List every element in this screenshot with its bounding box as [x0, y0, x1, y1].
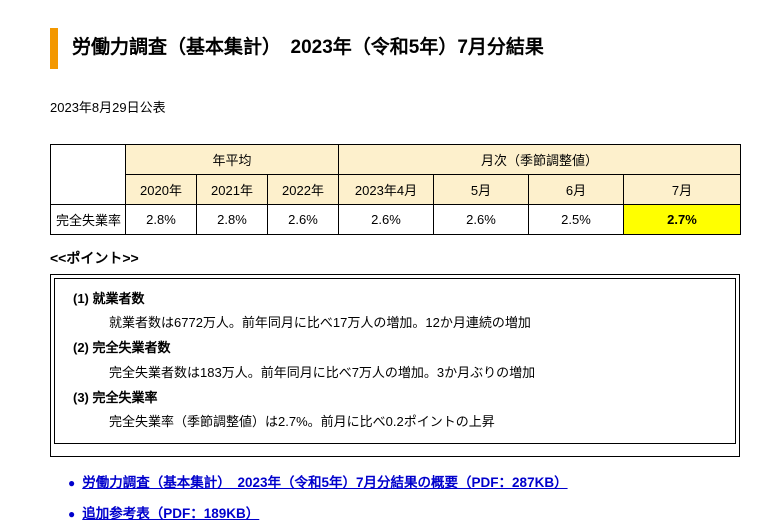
publish-date: 2023年8月29日公表 [50, 99, 166, 115]
col-header-july: 7月 [623, 173, 741, 205]
col-header-may: 5月 [433, 173, 529, 205]
value-cell-2022: 2.6% [267, 203, 339, 235]
pdf-links: ● 労働力調査（基本集計） 2023年（令和5年）7月分結果の概要（PDF：287… [68, 471, 745, 522]
value-cell-june: 2.5% [528, 203, 624, 235]
row-label-unemployment-rate: 完全失業率 [50, 203, 126, 235]
points-box-inner: (1) 就業者数 就業者数は6772万人。前年同月に比べ17万人の増加。12か月… [54, 277, 736, 444]
point-body-employed: 就業者数は6772万人。前年同月に比べ17万人の増加。12か月連続の増加 [109, 315, 531, 331]
point-title-unemployed: (2) 完全失業者数 [73, 340, 171, 356]
bullet-icon: ● [68, 506, 76, 521]
point-title-unemployment-rate: (3) 完全失業率 [73, 389, 158, 405]
col-header-2020: 2020年 [125, 173, 197, 205]
unemployment-rate-table: 年平均 月次（季節調整値） 2020年 2021年 2022年 2023年4月 … [50, 143, 741, 235]
point-title-employed: (1) 就業者数 [73, 290, 145, 306]
group-header-monthly-adjusted: 月次（季節調整値） [338, 143, 741, 175]
page-title: 労働力調査（基本集計） 2023年（令和5年）7月分結果 [50, 28, 745, 69]
col-header-2023-april: 2023年4月 [338, 173, 434, 205]
point-item: (1) 就業者数 就業者数は6772万人。前年同月に比べ17万人の増加。12か月… [65, 287, 725, 336]
point-body-unemployed: 完全失業者数は183万人。前年同月に比べ7万人の増加。3か月ぶりの増加 [109, 364, 536, 380]
group-header-annual-average: 年平均 [125, 143, 339, 175]
pdf-link-additional-tables[interactable]: 追加参考表（PDF：189KB） [82, 505, 260, 521]
table-corner-cell [50, 143, 126, 205]
value-cell-2023-april: 2.6% [338, 203, 434, 235]
points-box: (1) 就業者数 就業者数は6772万人。前年同月に比べ17万人の増加。12か月… [50, 273, 740, 457]
table-row: 完全失業率 2.8% 2.8% 2.6% 2.6% 2.6% 2.5% 2.7% [50, 203, 741, 235]
highlighted-value-cell-july: 2.7% [623, 203, 741, 235]
col-header-2021: 2021年 [196, 173, 268, 205]
col-header-june: 6月 [528, 173, 624, 205]
bullet-icon: ● [68, 475, 76, 490]
points-heading: <<ポイント>> [50, 249, 139, 266]
link-item: ● 追加参考表（PDF：189KB） [68, 502, 745, 522]
point-item: (2) 完全失業者数 完全失業者数は183万人。前年同月に比べ7万人の増加。3か… [65, 336, 725, 385]
value-cell-2020: 2.8% [125, 203, 197, 235]
col-header-2022: 2022年 [267, 173, 339, 205]
link-item: ● 労働力調査（基本集計） 2023年（令和5年）7月分結果の概要（PDF：287… [68, 471, 745, 491]
point-body-unemployment-rate: 完全失業率（季節調整値）は2.7%。前月に比べ0.2ポイントの上昇 [109, 414, 495, 430]
pdf-link-summary[interactable]: 労働力調査（基本集計） 2023年（令和5年）7月分結果の概要（PDF：287K… [82, 474, 568, 490]
point-item: (3) 完全失業率 完全失業率（季節調整値）は2.7%。前月に比べ0.2ポイント… [65, 386, 725, 435]
value-cell-may: 2.6% [433, 203, 529, 235]
value-cell-2021: 2.8% [196, 203, 268, 235]
